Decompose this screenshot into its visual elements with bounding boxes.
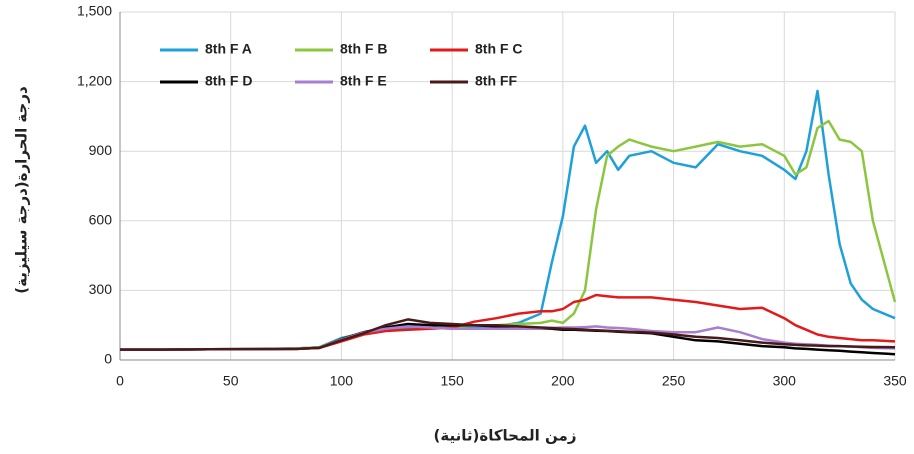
x-tick-label: 350	[883, 373, 907, 389]
x-tick-label: 50	[223, 373, 239, 389]
x-tick-label: 0	[116, 373, 124, 389]
x-tick-label: 250	[662, 373, 686, 389]
series-line	[120, 89, 896, 351]
x-tick-label: 300	[773, 373, 797, 389]
legend-label: 8th FF	[475, 73, 517, 89]
y-tick-label: 900	[89, 142, 113, 158]
legend-label: 8th F B	[340, 41, 387, 57]
legend-label: 8th F D	[205, 73, 252, 89]
x-tick-label: 100	[330, 373, 354, 389]
y-tick-label: 1,500	[77, 3, 112, 19]
x-tick-label: 150	[440, 373, 464, 389]
y-tick-label: 0	[104, 351, 112, 367]
series-line	[120, 318, 896, 351]
legend-label: 8th F A	[205, 41, 252, 57]
y-tick-label: 300	[89, 281, 113, 297]
y-tick-label: 1,200	[77, 72, 112, 88]
x-axis-title: زمن المحاكاة(ثانية)	[434, 427, 577, 445]
x-tick-label: 200	[551, 373, 575, 389]
legend-label: 8th F E	[340, 73, 387, 89]
y-axis-title: درجة الحرارة(درجة سيليزية)	[13, 86, 31, 294]
y-tick-label: 600	[89, 212, 113, 228]
legend-label: 8th F C	[475, 41, 522, 57]
